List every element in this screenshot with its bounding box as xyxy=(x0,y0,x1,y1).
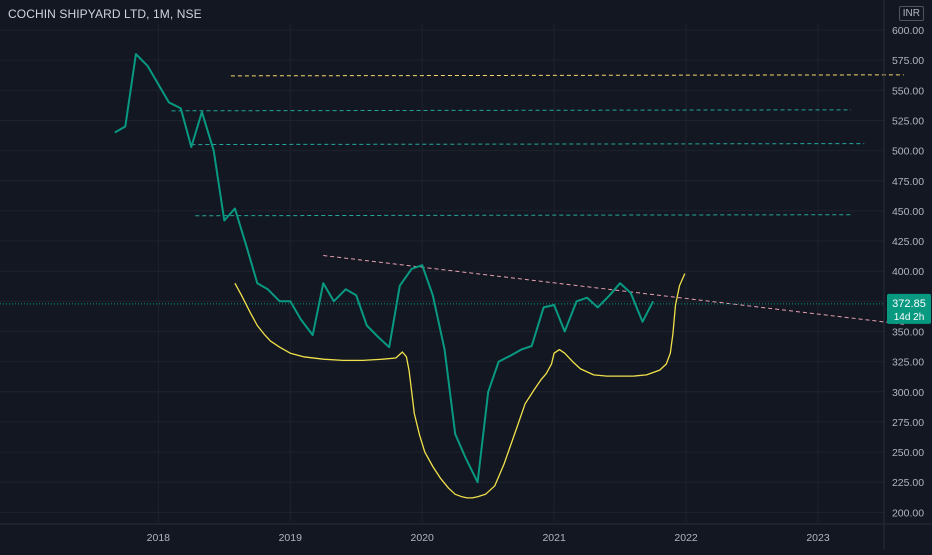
y-tick-label: 600.00 xyxy=(892,25,924,37)
x-tick-label: 2019 xyxy=(279,532,303,544)
x-tick-label: 2023 xyxy=(806,532,830,544)
currency-label[interactable]: INR xyxy=(898,6,924,21)
y-tick-label: 500.00 xyxy=(892,146,924,158)
y-tick-label: 350.00 xyxy=(892,326,924,338)
y-tick-label: 225.00 xyxy=(892,477,924,489)
annotation-layer xyxy=(0,74,904,325)
y-tick-label: 450.00 xyxy=(892,206,924,218)
y-tick-label: 550.00 xyxy=(892,85,924,97)
x-tick-label: 2021 xyxy=(542,532,566,544)
y-tick-label: 275.00 xyxy=(892,417,924,429)
x-tick-label: 2020 xyxy=(411,532,435,544)
x-tick-label: 2018 xyxy=(147,532,171,544)
y-tick-label: 525.00 xyxy=(892,115,924,127)
y-tick-label: 475.00 xyxy=(892,176,924,188)
y-tick-label: 400.00 xyxy=(892,266,924,278)
horizontal-level xyxy=(195,214,852,217)
grid-layer xyxy=(0,24,884,522)
y-tick-label: 250.00 xyxy=(892,447,924,459)
price-series-line xyxy=(114,53,654,484)
horizontal-level xyxy=(230,74,904,77)
y-tick-label: 575.00 xyxy=(892,55,924,67)
y-tick-label: 425.00 xyxy=(892,236,924,248)
y-tick-label: 200.00 xyxy=(892,507,924,519)
horizontal-level xyxy=(171,109,852,112)
price-badge-value: 372.85 xyxy=(892,298,926,310)
price-badge: 372.85 14d 2h xyxy=(887,293,931,324)
series-layer xyxy=(114,53,686,499)
y-tick-label: 300.00 xyxy=(892,387,924,399)
price-badge-bg xyxy=(887,293,931,324)
symbol-title: COCHIN SHIPYARD LTD, 1M, NSE xyxy=(8,7,202,21)
cup-handle-curve xyxy=(234,273,686,499)
price-badge-countdown: 14d 2h xyxy=(894,312,925,323)
x-tick-label: 2022 xyxy=(674,532,698,544)
y-tick-label: 325.00 xyxy=(892,357,924,369)
horizontal-level xyxy=(191,143,865,146)
